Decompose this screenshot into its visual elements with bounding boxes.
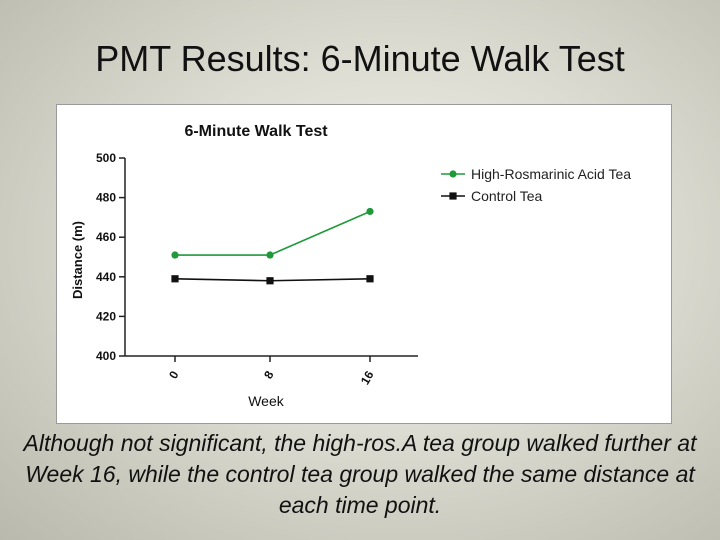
data-point bbox=[366, 275, 374, 283]
x-tick-label: 8 bbox=[261, 368, 277, 381]
y-tick-label: 460 bbox=[96, 230, 116, 244]
legend-label: High-Rosmarinic Acid Tea bbox=[471, 166, 631, 182]
data-point bbox=[266, 251, 274, 259]
x-tick-label: 16 bbox=[358, 368, 377, 387]
data-point bbox=[171, 251, 179, 259]
y-tick-label: 440 bbox=[96, 270, 116, 284]
x-axis-label: Week bbox=[248, 393, 285, 409]
data-point bbox=[171, 275, 179, 283]
slide-title: PMT Results: 6-Minute Walk Test bbox=[95, 38, 625, 79]
y-tick-label: 500 bbox=[96, 151, 116, 165]
legend-marker bbox=[449, 170, 457, 178]
y-axis-label: Distance (m) bbox=[70, 221, 85, 299]
data-point bbox=[366, 207, 374, 216]
series-line-1 bbox=[175, 210, 371, 256]
legend-label: Control Tea bbox=[471, 188, 543, 204]
chart-title: 6-Minute Walk Test bbox=[184, 123, 328, 140]
slide-caption: Although not significant, the high-ros.A… bbox=[23, 430, 697, 518]
chart-panel: 6-Minute Walk Test Distance (m) Week 400… bbox=[56, 104, 672, 424]
line-chart: 6-Minute Walk Test Distance (m) Week 400… bbox=[70, 123, 631, 409]
y-tick-label: 420 bbox=[96, 309, 116, 323]
y-tick-label: 480 bbox=[96, 191, 116, 205]
legend-marker bbox=[449, 192, 457, 200]
data-point bbox=[266, 277, 274, 285]
y-tick-label: 400 bbox=[96, 349, 116, 363]
x-tick-label: 0 bbox=[166, 368, 182, 381]
